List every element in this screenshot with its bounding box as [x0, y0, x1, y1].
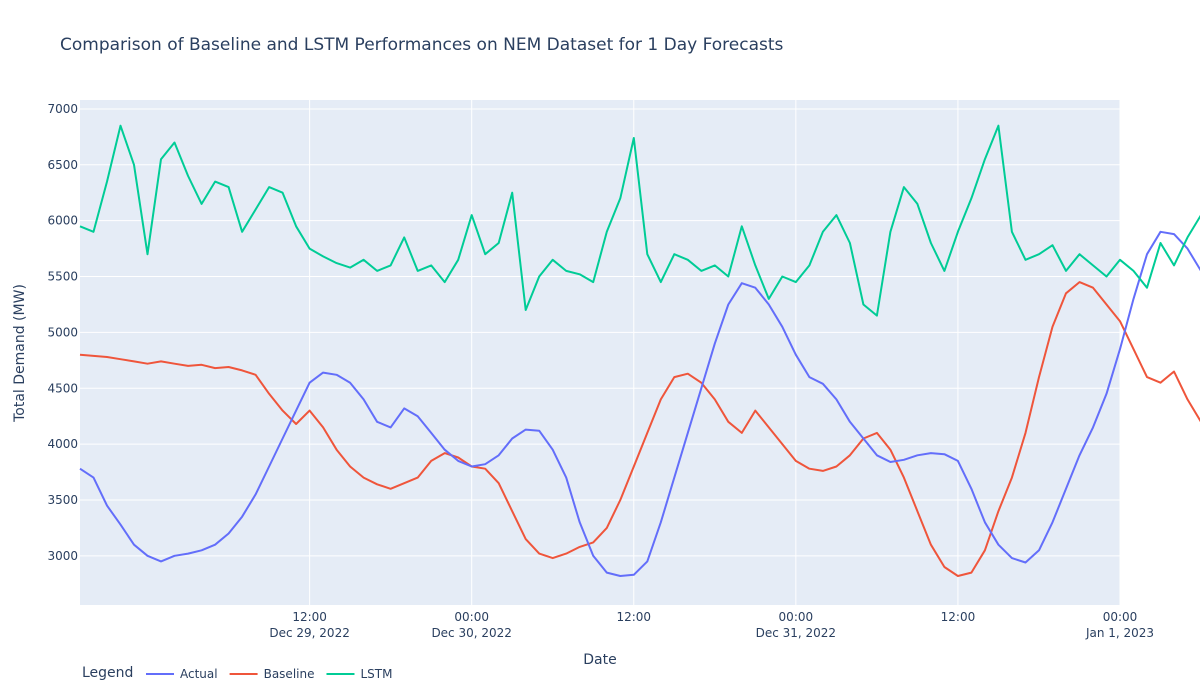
legend-item-actual[interactable]: Actual — [180, 667, 218, 681]
legend-item-lstm[interactable]: LSTM — [360, 667, 392, 681]
x-tick-label: 00:00 — [779, 610, 814, 624]
y-axis-title: Total Demand (MW) — [12, 284, 28, 423]
legend[interactable]: Legend Actual Baseline LSTM — [82, 665, 392, 681]
series-line-baseline — [79, 281, 1200, 577]
y-axis: 3000 3500 4000 4500 5000 5500 6000 6500 7000 — [47, 102, 78, 563]
y-tick-label: 3500 — [47, 493, 78, 507]
y-tick-label: 5000 — [47, 325, 78, 339]
x-tick-label: 12:00 — [941, 610, 976, 624]
x-tick-label: 00:00 — [454, 610, 489, 624]
y-tick-label: 5500 — [47, 270, 78, 284]
x-tick-label: 00:00 — [1103, 610, 1138, 624]
x-tick-date-label: Dec 29, 2022 — [269, 626, 349, 640]
y-tick-label: 7000 — [47, 102, 78, 116]
x-tick-date-label: Dec 30, 2022 — [431, 626, 511, 640]
y-tick-label: 3000 — [47, 549, 78, 563]
y-tick-label: 4500 — [47, 381, 78, 395]
legend-title: Legend — [82, 665, 133, 681]
series-layer — [79, 124, 1200, 577]
chart-title: Comparison of Baseline and LSTM Performa… — [60, 35, 784, 55]
x-tick-date-label: Dec 31, 2022 — [756, 626, 836, 640]
y-tick-label: 4000 — [47, 437, 78, 451]
x-tick-label: 12:00 — [292, 610, 327, 624]
x-tick-date-label: Jan 1, 2023 — [1085, 626, 1154, 640]
plot-area — [80, 100, 1120, 605]
y-tick-label: 6500 — [47, 158, 78, 172]
series-line-lstm — [79, 124, 1200, 317]
series-line-actual — [79, 230, 1200, 577]
x-tick-label: 12:00 — [616, 610, 651, 624]
x-axis: 12:00 Dec 29, 2022 00:00 Dec 30, 2022 12:00 0… — [269, 610, 1154, 640]
legend-item-baseline[interactable]: Baseline — [264, 667, 315, 681]
y-tick-label: 6000 — [47, 214, 78, 228]
x-axis-title: Date — [583, 652, 616, 668]
